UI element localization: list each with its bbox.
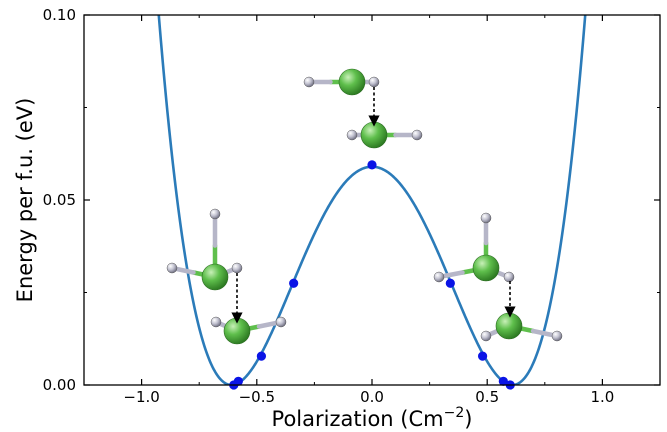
x-axis-title: Polarization (Cm−2) [272,405,473,431]
x-tick-label: −0.5 [239,388,275,406]
gray-atom [303,76,315,88]
plot-frame [83,14,661,386]
x-tick-label: 1.0 [590,388,614,406]
gray-atom [368,76,380,88]
data-point [256,351,267,361]
structure-left [166,208,287,345]
x-tick-label: −1.0 [123,388,159,406]
data-point [445,278,455,288]
data-point [233,376,243,386]
gray-atom [275,316,287,328]
x-axis-title-close: ) [464,407,472,431]
y-tick-label: 0.05 [43,191,76,209]
gray-atom [210,316,222,328]
gray-atom [209,208,221,220]
data-point [367,160,377,170]
x-tick-label: 0.5 [475,388,499,406]
energy-curve [157,15,587,385]
gray-atom [551,330,563,342]
gray-atom [411,129,423,141]
x-tick-label: 0.0 [360,388,384,406]
gray-atom [480,330,492,342]
green-atom [338,68,366,96]
gray-atom [166,262,178,274]
data-point [477,351,488,361]
data-point [498,376,508,386]
x-axis-title-main: Polarization (Cm [272,407,444,431]
structure-center [303,68,423,149]
structure-right [433,212,563,342]
gray-atom [503,271,515,283]
data-point [289,278,299,288]
green-atom [201,263,229,291]
gray-atom [346,129,358,141]
gray-atom [480,212,492,224]
green-atom [360,121,388,149]
green-atom [495,312,523,340]
green-atom [223,317,251,345]
x-axis-title-superscript: −2 [444,405,465,421]
gray-atom [231,262,243,274]
green-atom [472,254,500,282]
y-axis-title: Energy per f.u. (eV) [13,98,37,303]
gray-atom [433,271,445,283]
y-tick-label: 0.10 [43,6,76,24]
y-tick-label: 0.00 [43,376,76,394]
